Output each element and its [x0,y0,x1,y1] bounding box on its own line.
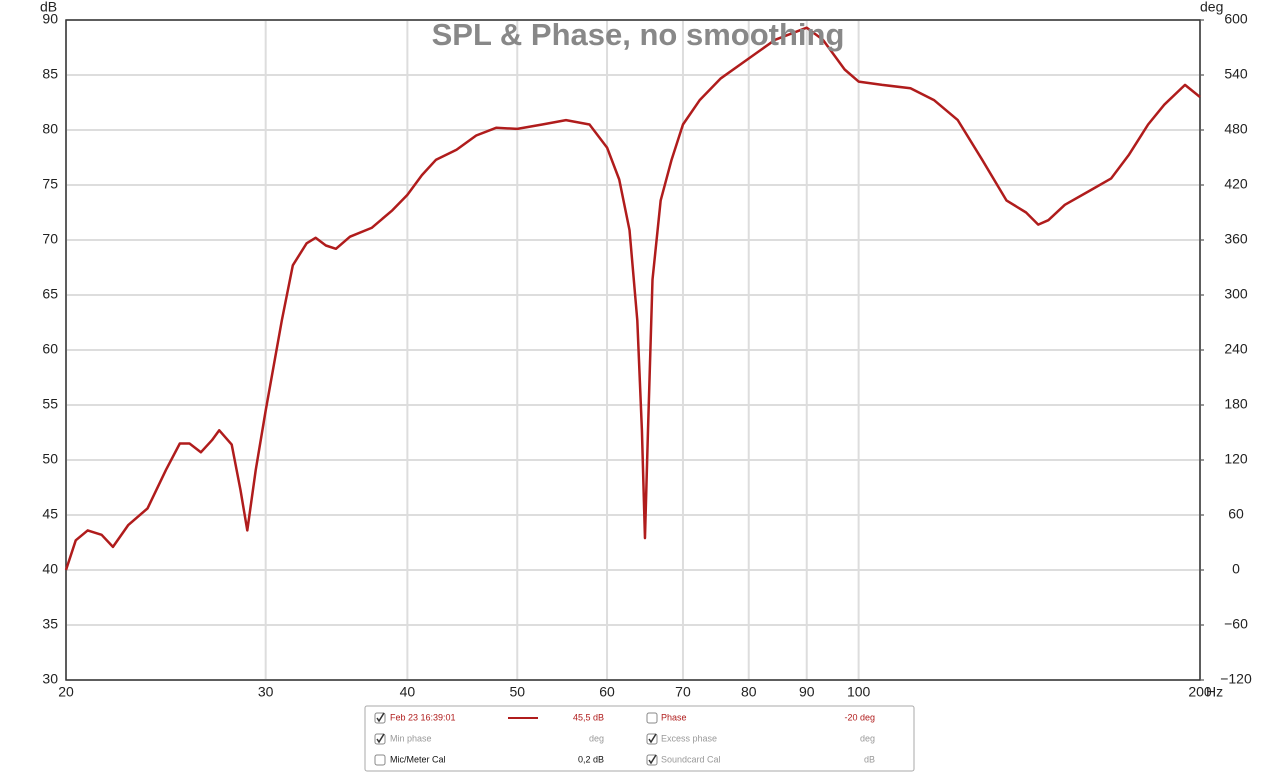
y-tick-label: 70 [42,231,58,247]
x-tick-label: 50 [509,684,525,700]
legend-label: Excess phase [661,733,717,743]
x-tick-label: 60 [599,684,615,700]
x-tick-label: 100 [847,684,871,700]
x-tick-label: 20 [58,684,74,700]
y2-tick-label: −60 [1224,616,1248,632]
x-tick-label: 80 [741,684,757,700]
legend-label: Feb 23 16:39:01 [390,712,456,722]
x-tick-label: 40 [400,684,416,700]
x-tick-label: 70 [675,684,691,700]
series-line [64,26,1201,571]
legend-label: Mic/Meter Cal [390,754,446,764]
y2-tick-label: −120 [1220,671,1252,687]
y-tick-label: 45 [42,506,58,522]
y-tick-label: 55 [42,396,58,412]
legend-value: 45,5 dB [573,712,604,722]
plot-frame [65,19,1201,681]
legend-label: Min phase [390,733,432,743]
y2-tick-label: 240 [1224,341,1248,357]
y-tick-label: 75 [42,176,58,192]
checkmark [376,733,385,744]
y-tick-label: 60 [42,341,58,357]
checkmark [648,754,657,765]
y2-tick-label: 60 [1228,506,1244,522]
x-axis-label: Hz [1206,684,1223,700]
y-axis-label: dB [40,0,57,15]
y-tick-label: 30 [42,671,58,687]
checkbox[interactable] [374,754,386,766]
y2-tick-label: 600 [1224,11,1248,27]
checkmark [648,733,657,744]
legend-value: deg [589,733,604,743]
y2-tick-label: 120 [1224,451,1248,467]
x-tick-label: 200 [1188,684,1212,700]
x-tick-label: 90 [799,684,815,700]
y-tick-label: 80 [42,121,58,137]
legend-value: deg [860,733,875,743]
y-tick-label: 90 [42,11,58,27]
legend-box [364,705,915,772]
legend-value: dB [864,754,875,764]
legend-value: 0,2 dB [578,754,604,764]
chart-title: SPL & Phase, no smoothing [432,17,845,52]
y-tick-label: 65 [42,286,58,302]
y2-tick-label: 180 [1224,396,1248,412]
y2-tick-label: 540 [1224,66,1248,82]
y-tick-label: 85 [42,66,58,82]
x-tick-label: 30 [258,684,274,700]
legend-panel: Feb 23 16:39:01 45,5 dB Phase -20 deg Min ph… [364,705,915,772]
y2-tick-label: 420 [1224,176,1248,192]
plot-area [64,19,1204,681]
y-tick-label: 40 [42,561,58,577]
legend-value: -20 deg [844,712,875,722]
y-tick-label: 35 [42,616,58,632]
checkmark [376,712,385,723]
y2-axis-label: deg [1200,0,1223,15]
y2-tick-label: 480 [1224,121,1248,137]
checkbox[interactable] [646,712,658,724]
y2-tick-label: 0 [1232,561,1240,577]
y-tick-label: 50 [42,451,58,467]
y2-tick-label: 300 [1224,286,1248,302]
y2-tick-label: 360 [1224,231,1248,247]
legend-label: Soundcard Cal [661,754,721,764]
legend-label: Phase [661,712,687,722]
